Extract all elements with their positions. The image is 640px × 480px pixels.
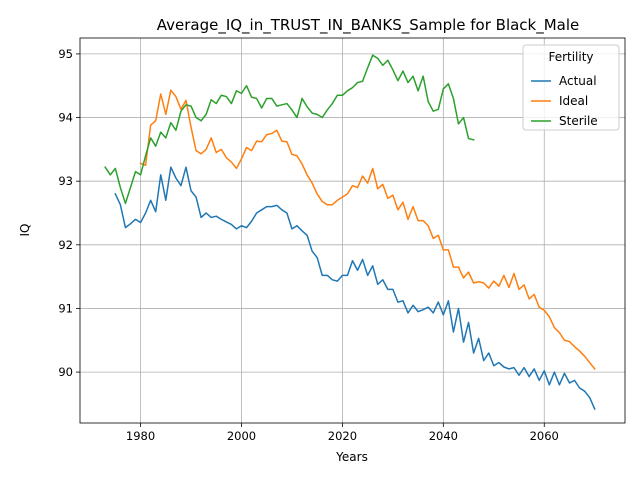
- y-tick-label: 92: [58, 238, 73, 252]
- y-axis-label: IQ: [18, 224, 32, 237]
- legend-label-sterile: Sterile: [559, 114, 598, 128]
- y-tick-label: 90: [58, 365, 73, 379]
- x-tick-label: 2060: [530, 429, 559, 443]
- y-tick-label: 93: [58, 174, 73, 188]
- legend-label-ideal: Ideal: [559, 94, 588, 108]
- legend-title: Fertility: [548, 50, 593, 64]
- chart-title: Average_IQ_in_TRUST_IN_BANKS_Sample for …: [157, 16, 580, 35]
- series-group: [105, 55, 594, 409]
- y-tick-label: 94: [58, 111, 73, 125]
- y-tick-label: 91: [58, 301, 73, 315]
- series-line-actual: [115, 167, 594, 409]
- y-axis: 90 91 92 93 94 95: [58, 47, 80, 379]
- x-tick-label: 2020: [328, 429, 357, 443]
- legend-label-actual: Actual: [559, 74, 597, 88]
- x-tick-label: 2000: [227, 429, 256, 443]
- series-line-ideal: [141, 90, 595, 369]
- x-tick-label: 1980: [126, 429, 155, 443]
- x-axis: 1980 2000 2020 2040 2060: [126, 423, 559, 443]
- legend: Fertility Actual Ideal Sterile: [523, 45, 619, 130]
- y-tick-label: 95: [58, 47, 73, 61]
- x-tick-label: 2040: [429, 429, 458, 443]
- x-axis-label: Years: [335, 450, 368, 464]
